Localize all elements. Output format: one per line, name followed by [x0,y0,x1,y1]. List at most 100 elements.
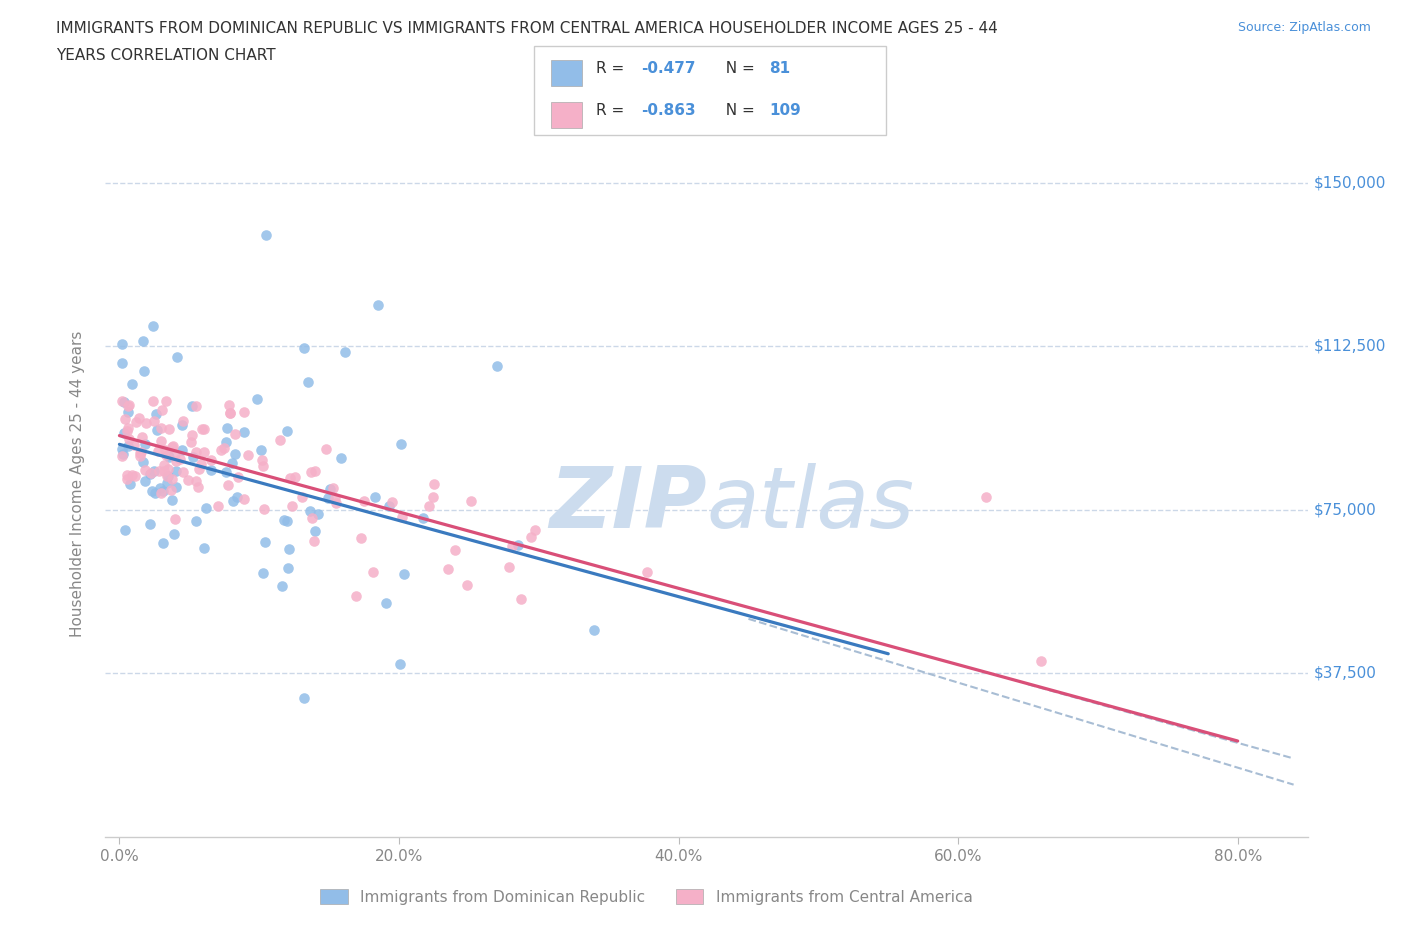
Point [150,420,173,435]
Point [163,526,186,541]
Point [423,477,446,492]
Point [184,445,207,459]
Point [180,434,202,449]
Point [157,450,180,465]
Text: R =: R = [596,102,630,117]
Point [155,393,177,408]
Point [219,405,242,420]
Text: $37,500: $37,500 [1313,666,1376,681]
Point [224,446,246,461]
Point [145,407,167,422]
Point [118,432,141,446]
Point [233,424,256,439]
Point [200,453,222,468]
Text: YEARS CORRELATION CHART: YEARS CORRELATION CHART [56,48,276,63]
Point [143,485,166,500]
Point [501,538,523,553]
Point [195,500,218,515]
Point [276,513,298,528]
Point [636,565,658,579]
Point [269,432,291,447]
Text: $150,000: $150,000 [1313,175,1386,190]
Point [129,445,152,459]
Point [221,494,243,509]
Point [367,298,389,312]
Point [148,463,170,478]
Point [209,443,232,458]
Point [215,434,238,449]
Point [364,490,387,505]
Point [146,444,169,458]
Text: 109: 109 [769,102,801,117]
Point [131,455,153,470]
Point [114,412,136,427]
Point [217,477,239,492]
Point [117,397,139,412]
Point [115,467,138,482]
Point [246,392,269,406]
Point [391,510,413,525]
Point [304,524,326,538]
Point [323,491,346,506]
Point [236,447,259,462]
Point [422,489,444,504]
Point [117,405,139,419]
Text: N =: N = [716,61,759,76]
Point [172,413,194,428]
Point [180,427,202,442]
Point [157,421,180,436]
Point [315,442,337,457]
Text: R =: R = [596,61,630,76]
Point [172,443,194,458]
Point [284,470,307,485]
Point [974,489,997,504]
Point [353,493,375,508]
Point [485,358,508,373]
Point [121,468,143,483]
Point [165,463,187,478]
Point [193,445,215,459]
Point [134,436,156,451]
Point [277,561,299,576]
Point [117,421,139,436]
Point [163,512,186,526]
Point [187,480,209,495]
Text: atlas: atlas [707,463,914,546]
Point [132,333,155,348]
Point [111,336,134,351]
Point [200,462,222,477]
Point [150,402,173,417]
Point [333,344,356,359]
Point [121,377,143,392]
Point [125,415,148,430]
Point [252,565,274,580]
Point [142,319,165,334]
Point [160,440,183,455]
Point [160,472,183,486]
Point [111,446,134,461]
Point [156,448,179,463]
Point [207,498,229,513]
Text: -0.863: -0.863 [641,102,696,117]
Point [232,491,254,506]
Point [276,424,298,439]
Point [221,456,243,471]
Point [254,228,277,243]
Point [152,536,174,551]
Text: $112,500: $112,500 [1313,339,1386,353]
Point [250,452,273,467]
Point [172,465,194,480]
Point [153,443,176,458]
Point [141,484,163,498]
Point [1031,654,1053,669]
Point [218,398,240,413]
Point [186,473,208,488]
Point [319,482,342,497]
Point [152,484,174,498]
Point [153,458,176,472]
Point [139,467,162,482]
Point [460,493,482,508]
Point [281,498,304,513]
Point [381,495,404,510]
Point [389,436,412,451]
